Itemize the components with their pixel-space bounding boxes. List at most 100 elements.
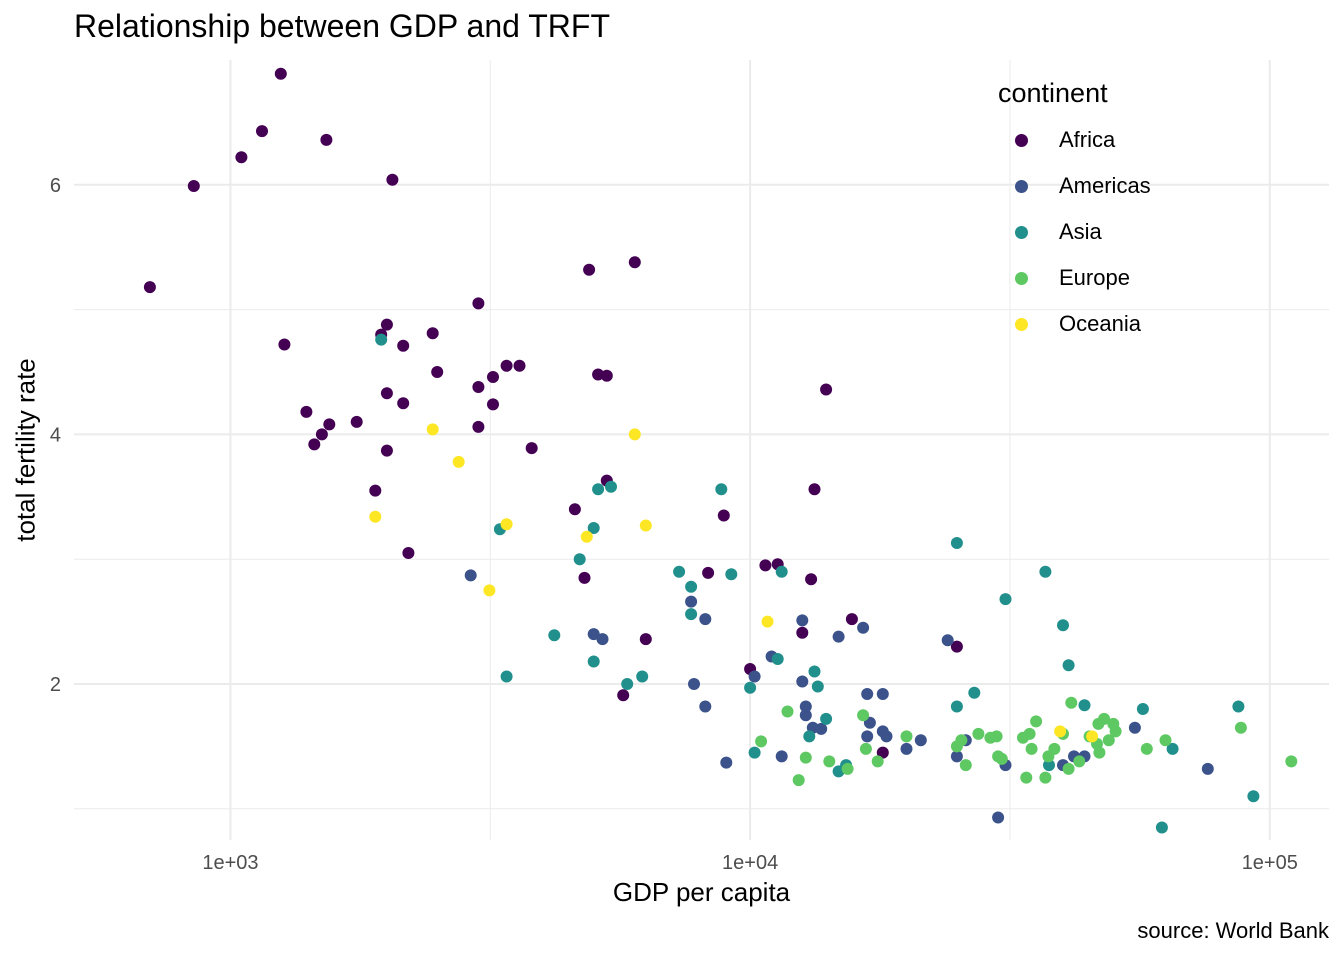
data-point-asia xyxy=(811,680,824,693)
y-tick-label: 4 xyxy=(50,424,61,446)
data-point-asia xyxy=(685,608,698,621)
data-point-africa xyxy=(308,438,321,451)
data-point-africa xyxy=(256,125,268,138)
data-point-americas xyxy=(861,688,874,700)
y-tick-label: 2 xyxy=(50,674,61,696)
data-point-africa xyxy=(397,397,410,410)
data-point-americas xyxy=(992,811,1005,824)
y-tick-label: 6 xyxy=(50,175,61,197)
data-point-americas xyxy=(861,730,874,743)
data-point-africa xyxy=(568,503,581,516)
data-point-asia xyxy=(592,483,605,496)
data-point-asia xyxy=(500,670,513,683)
data-point-asia xyxy=(1057,619,1069,632)
legend-label-europe: Europe xyxy=(1059,265,1130,290)
data-point-asia xyxy=(725,568,738,581)
data-point-africa xyxy=(805,573,818,586)
data-point-americas xyxy=(880,730,893,743)
legend-item-americas: Americas xyxy=(998,163,1151,209)
data-point-africa xyxy=(143,281,156,294)
data-point-africa xyxy=(617,689,630,702)
data-point-europe xyxy=(857,709,870,722)
data-point-africa xyxy=(639,633,652,646)
legend-title: continent xyxy=(998,78,1108,108)
chart-title: Relationship between GDP and TRFT xyxy=(74,8,610,44)
data-point-asia xyxy=(775,565,788,578)
data-point-asia xyxy=(548,629,561,642)
data-point-africa xyxy=(300,405,313,418)
data-point-africa xyxy=(578,571,591,584)
data-point-asia xyxy=(636,670,649,683)
data-point-africa xyxy=(796,626,809,639)
data-point-europe xyxy=(859,742,872,755)
data-point-asia xyxy=(1247,790,1260,803)
data-point-africa xyxy=(315,428,328,441)
data-point-americas xyxy=(796,675,809,688)
data-point-europe xyxy=(1140,742,1153,755)
data-point-africa xyxy=(274,67,287,80)
data-point-oceania xyxy=(628,428,641,441)
data-point-europe xyxy=(955,734,968,747)
data-point-oceania xyxy=(500,518,513,531)
data-point-americas xyxy=(900,742,913,755)
data-point-asia xyxy=(999,593,1012,606)
data-point-europe xyxy=(1025,742,1038,755)
data-point-africa xyxy=(820,383,833,396)
legend-key-asia xyxy=(1015,225,1028,239)
data-point-oceania xyxy=(580,530,593,543)
data-point-americas xyxy=(950,750,963,763)
data-point-europe xyxy=(841,762,854,775)
data-point-americas xyxy=(799,700,812,713)
data-point-africa xyxy=(717,509,730,522)
data-point-americas xyxy=(914,734,927,747)
data-point-africa xyxy=(500,359,513,372)
data-point-asia xyxy=(1078,699,1091,712)
data-point-americas xyxy=(832,630,845,643)
data-point-asia xyxy=(605,480,617,493)
data-point-asia xyxy=(950,700,963,713)
legend-item-europe: Europe xyxy=(998,255,1151,301)
data-point-africa xyxy=(759,559,772,572)
minor-gridlines xyxy=(74,60,1329,840)
data-point-africa xyxy=(320,133,333,146)
data-point-americas xyxy=(587,628,600,641)
axis-tick-labels: 1e+03 1e+04 1e+05 2 4 6 xyxy=(50,175,1298,874)
data-point-americas xyxy=(796,614,809,627)
x-tick-label: 1e+04 xyxy=(722,852,778,874)
data-point-africa xyxy=(845,613,858,626)
data-point-europe xyxy=(1093,746,1106,759)
data-point-europe xyxy=(792,774,805,787)
data-point-asia xyxy=(1062,659,1075,672)
data-point-europe xyxy=(1062,762,1075,775)
data-point-africa xyxy=(426,327,439,340)
x-tick-label: 1e+05 xyxy=(1242,852,1298,874)
data-point-africa xyxy=(386,173,399,186)
legend: continent Africa Americas Asia Europe Oc… xyxy=(998,78,1151,347)
legend-label-oceania: Oceania xyxy=(1059,311,1141,336)
data-point-africa xyxy=(583,263,596,276)
data-point-oceania xyxy=(426,423,439,436)
data-point-africa xyxy=(397,339,410,352)
data-point-americas xyxy=(876,688,889,700)
major-gridlines xyxy=(74,60,1329,840)
data-point-africa xyxy=(235,151,248,164)
data-point-americas xyxy=(699,613,712,626)
data-point-europe xyxy=(990,730,1003,743)
data-point-asia xyxy=(673,565,686,578)
data-point-africa xyxy=(402,547,415,559)
data-point-americas xyxy=(699,700,712,713)
data-point-europe xyxy=(959,759,972,772)
legend-label-americas: Americas xyxy=(1059,173,1151,198)
data-point-asia xyxy=(950,537,963,549)
data-point-asia xyxy=(808,665,821,678)
data-point-americas xyxy=(685,595,698,608)
data-point-americas xyxy=(464,569,477,582)
data-point-africa xyxy=(350,415,363,428)
legend-key-europe xyxy=(1015,271,1028,285)
data-point-europe xyxy=(1285,755,1298,768)
data-point-africa xyxy=(380,387,393,400)
data-point-africa xyxy=(187,180,200,192)
data-point-americas xyxy=(815,722,828,735)
data-point-europe xyxy=(900,730,913,743)
data-point-africa xyxy=(525,442,538,455)
